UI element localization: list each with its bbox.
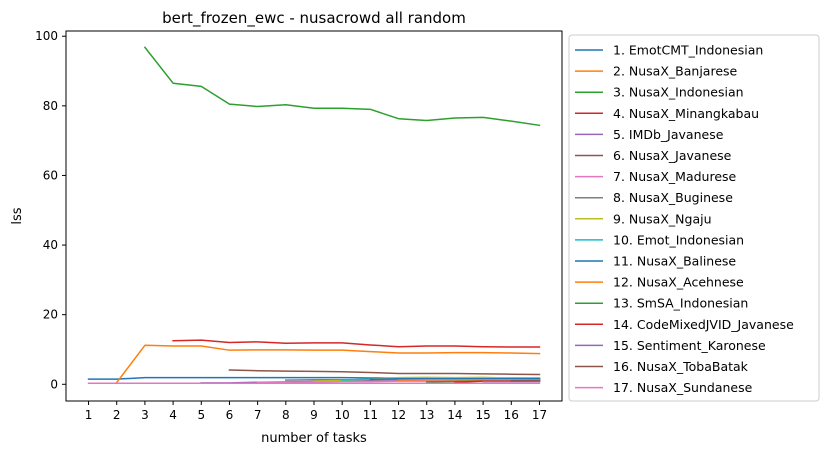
legend-items: 1. EmotCMT_Indonesian 2. NusaX_Banjarese 3… — [575, 43, 794, 395]
x-tick-label: 7 — [254, 408, 262, 422]
x-axis: 1 2 3 4 5 6 7 8 9 10 11 12 13 14 15 16 17 — [85, 401, 547, 422]
y-tick-label: 0 — [50, 377, 58, 391]
x-tick-label: 11 — [363, 408, 378, 422]
x-tick-label: 14 — [447, 408, 462, 422]
x-tick-label: 12 — [391, 408, 406, 422]
legend-label: 14. CodeMixedJVID_Javanese — [613, 317, 794, 332]
x-tick-label: 5 — [197, 408, 205, 422]
legend-label: 17. NusaX_Sundanese — [613, 380, 753, 395]
legend-label: 13. SmSA_Indonesian — [613, 296, 748, 311]
y-tick-label: 100 — [35, 29, 58, 43]
legend: 1. EmotCMT_Indonesian 2. NusaX_Banjarese 3… — [568, 34, 820, 402]
x-tick-label: 2 — [113, 408, 121, 422]
legend-label: 12. NusaX_Acehnese — [613, 275, 744, 290]
x-tick-label: 1 — [85, 408, 93, 422]
chart-title: bert_frozen_ewc - nusacrowd all random — [162, 9, 466, 28]
y-tick-label: 40 — [43, 238, 58, 252]
legend-label: 9. NusaX_Ngaju — [613, 211, 712, 226]
y-tick-label: 20 — [43, 308, 58, 322]
legend-label: 2. NusaX_Banjarese — [613, 64, 738, 79]
x-tick-label: 9 — [310, 408, 318, 422]
series-layer — [87, 46, 541, 384]
y-tick-label: 60 — [43, 168, 58, 182]
series-line-nusax-banjarese — [115, 344, 541, 384]
legend-label: 7. NusaX_Madurese — [613, 169, 737, 184]
legend-label: 5. IMDb_Javanese — [613, 127, 724, 142]
legend-label: 8. NusaX_Buginese — [613, 190, 733, 205]
x-tick-label: 3 — [141, 408, 149, 422]
x-axis-label: number of tasks — [261, 431, 367, 446]
x-tick-label: 4 — [169, 408, 177, 422]
y-tick-label: 80 — [43, 99, 58, 113]
series-line-nusax-indonesian — [143, 46, 541, 127]
x-tick-label: 6 — [226, 408, 234, 422]
x-tick-label: 16 — [504, 408, 519, 422]
legend-label: 1. EmotCMT_Indonesian — [613, 43, 763, 58]
legend-frame — [568, 34, 820, 402]
legend-label: 15. Sentiment_Karonese — [613, 338, 766, 353]
x-tick-label: 10 — [335, 408, 350, 422]
series-line-nusax-balinese — [369, 377, 541, 381]
legend-label: 11. NusaX_Balinese — [613, 254, 736, 269]
plot-frame — [65, 30, 563, 402]
y-axis-label: lss — [10, 207, 25, 224]
x-tick-label: 17 — [532, 408, 547, 422]
legend-label: 3. NusaX_Indonesian — [613, 85, 744, 100]
legend-label: 6. NusaX_Javanese — [613, 148, 732, 163]
x-tick-label: 15 — [475, 408, 490, 422]
series-line-nusax-javanese — [228, 369, 541, 376]
x-tick-label: 8 — [282, 408, 290, 422]
legend-label: 16. NusaX_TobaBatak — [613, 359, 749, 374]
series-line-nusax-minangkabau — [172, 339, 541, 348]
legend-label: 4. NusaX_Minangkabau — [613, 106, 759, 121]
legend-label: 10. Emot_Indonesian — [613, 232, 744, 247]
x-tick-label: 13 — [419, 408, 434, 422]
y-axis: 0 20 40 60 80 100 — [35, 29, 66, 391]
